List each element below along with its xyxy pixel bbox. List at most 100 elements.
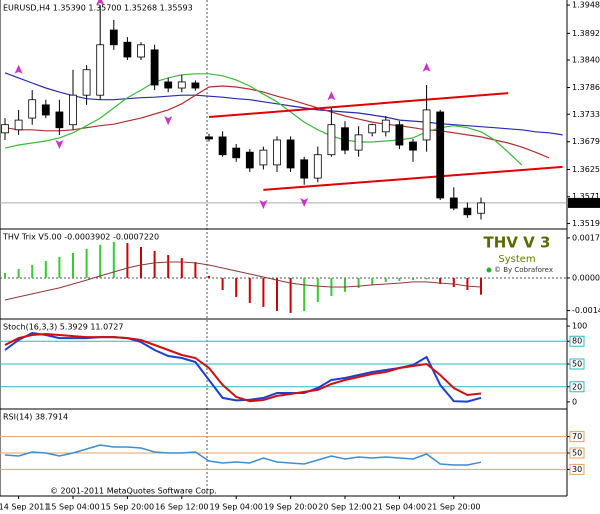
x-tick-label: 15 Sep 04:00: [46, 503, 99, 512]
candle-body: [137, 44, 145, 58]
indicator-line: [4, 332, 482, 403]
y-tick-label: 1.37860: [572, 83, 600, 92]
x-tick-label: 20 Sep 12:00: [318, 503, 371, 512]
logo-credit: © By Cobraforex: [494, 266, 553, 274]
x-tick-label: 14 Sep 2011: [0, 503, 49, 512]
candle-body: [368, 124, 377, 134]
moving-average: [4, 73, 523, 166]
candle-body: [477, 202, 485, 214]
level-label-box: [569, 335, 585, 347]
candle-body: [341, 127, 349, 151]
candle-body: [245, 151, 254, 169]
y-tick-label: 0.00000: [572, 273, 600, 282]
candle-body: [150, 49, 159, 86]
y-tick-label: 50: [572, 360, 582, 369]
y-tick-label: 50: [572, 449, 582, 458]
y-tick-label: 1.36250: [572, 165, 600, 174]
x-tick-label: 19 Sep 20:00: [264, 503, 317, 512]
y-tick-label: 1.38925: [572, 29, 600, 38]
last-price-label: 1.35593: [570, 198, 600, 207]
level-label-box: [569, 447, 585, 459]
candle-body: [218, 136, 227, 156]
candle-body: [449, 197, 458, 209]
x-tick-label: 21 Sep 20:00: [427, 503, 480, 512]
fractal-arrow: [327, 91, 336, 101]
level-label-box: [569, 431, 585, 443]
candle-body: [14, 119, 23, 131]
indicator-line: [4, 444, 482, 466]
candle-body: [259, 149, 268, 166]
x-tick-label: 19 Sep 04:00: [209, 503, 262, 512]
channel-line: [208, 92, 509, 119]
x-tick-label: 16 Sep 12:00: [155, 503, 208, 512]
candle-body: [205, 136, 213, 140]
y-tick-label: 0: [572, 397, 577, 406]
y-tick-label: -0.00141: [572, 306, 600, 315]
y-tick-label: 30: [572, 465, 582, 474]
y-tick-label: 100: [572, 322, 587, 331]
logo-title: THV V 3: [484, 234, 551, 252]
candle-body: [327, 124, 336, 156]
y-tick-label: 1.35190: [572, 219, 600, 228]
y-tick-label: 0.001731: [572, 233, 600, 242]
candle-body: [28, 99, 37, 119]
level-label-box: [569, 381, 585, 393]
candle-body: [422, 109, 431, 141]
candle-body: [177, 81, 186, 89]
x-tick-label: 15 Sep 20:00: [101, 503, 154, 512]
fractal-arrow: [259, 200, 268, 210]
candle-body: [286, 139, 295, 169]
candle-body: [55, 111, 64, 129]
fractal-arrow: [422, 62, 431, 72]
panel-title: RSI(14) 38.7914: [3, 413, 68, 422]
y-tick-label: 20: [572, 382, 582, 391]
y-tick-label: 80: [572, 337, 582, 346]
candle-body: [69, 94, 77, 126]
y-tick-label: 1.38400: [572, 56, 600, 65]
candle-body: [1, 124, 9, 134]
candle-body: [395, 124, 404, 146]
y-tick-label: 1.37335: [572, 110, 600, 119]
y-tick-label: 1.39480: [572, 1, 600, 10]
panel-title: EURUSD,H4 1.35390 1.35700 1.35268 1.3559…: [3, 4, 193, 13]
footer: © 2001-2011 MetaQuotes Software Corp.: [50, 487, 217, 496]
panel-title: THV Trix V5.00 -0.0003902 -0.0007220: [2, 233, 159, 242]
candle-body: [436, 111, 445, 199]
fractal-arrow: [300, 198, 309, 208]
candle-body: [96, 44, 105, 96]
y-tick-label: 1.36795: [572, 137, 600, 146]
panel-title: Stoch(16,3,3) 5.3929 11.0727: [3, 323, 123, 332]
fractal-arrow: [14, 64, 23, 74]
channel-line: [263, 165, 563, 191]
y-tick-label: 1.35715: [572, 192, 600, 201]
logo-dot: [486, 267, 492, 273]
candle-body: [463, 207, 472, 216]
candle-body: [354, 134, 363, 151]
candle-body: [232, 147, 241, 159]
candle-body: [409, 141, 417, 151]
logo-subtitle: System: [498, 254, 535, 265]
candle-body: [41, 104, 50, 116]
candle-body: [191, 82, 200, 89]
level-label-box: [569, 463, 585, 475]
candle-body: [381, 119, 390, 133]
last-price-box: [568, 197, 600, 208]
candle-body: [300, 159, 309, 179]
x-tick-label: 21 Sep 04:00: [373, 503, 426, 512]
candle-body: [109, 29, 118, 46]
candle-body: [273, 139, 281, 166]
candle-body: [164, 81, 173, 89]
level-label-box: [569, 358, 585, 370]
candle-body: [313, 154, 322, 179]
fractal-arrow: [96, 0, 105, 6]
candle-body: [123, 41, 132, 58]
moving-average: [4, 72, 563, 136]
fractal-arrow: [164, 116, 173, 126]
y-tick-label: 70: [572, 432, 582, 441]
candle-body: [82, 69, 91, 96]
moving-average: [4, 85, 550, 159]
signal-line: [4, 261, 482, 301]
fractal-arrow: [55, 139, 64, 149]
